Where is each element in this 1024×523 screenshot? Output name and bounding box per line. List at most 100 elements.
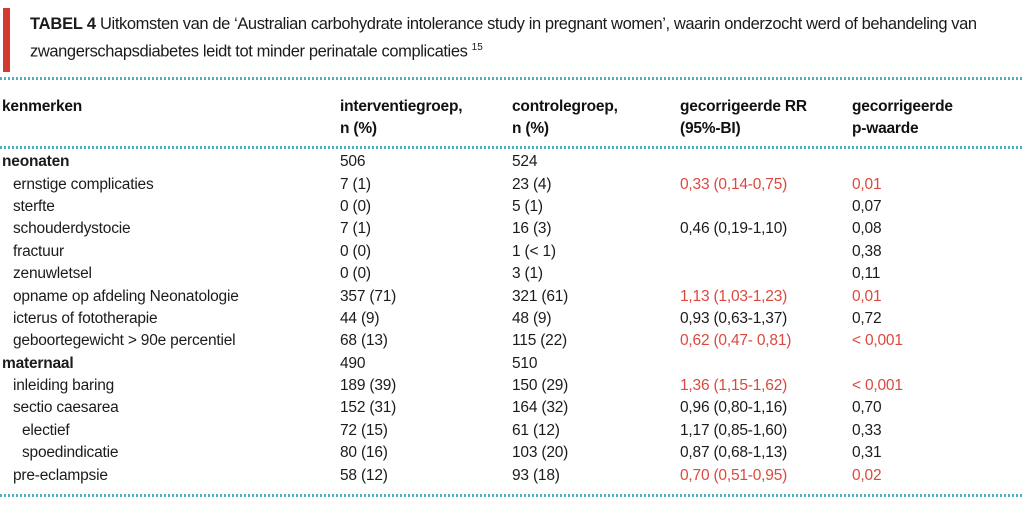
cell-controlegroep: 3 (1) [512, 265, 543, 283]
column-header-subtext: n (%) [512, 120, 549, 137]
accent-bar [3, 8, 10, 72]
row-label: neonaten [2, 153, 70, 171]
column-header-controlegroep: controlegroep, n (%) [512, 96, 680, 140]
cell-interventiegroep: 7 (1) [340, 175, 371, 193]
column-header-text: controlegroep, [512, 98, 618, 115]
cell-controlegroep: 1 (< 1) [512, 242, 556, 260]
table-row: spoedindicatie 80 (16) 103 (20) 0,87 (0,68-… [0, 442, 1024, 464]
row-label: fractuur [13, 242, 64, 260]
cell-interventiegroep: 80 (16) [340, 444, 388, 462]
cell-rr: 0,87 (0,68-1,13) [680, 444, 788, 462]
cell-interventiegroep: 58 (12) [340, 466, 388, 484]
table-number-label: TABEL 4 [30, 15, 96, 33]
row-label: pre-eclampsie [13, 466, 108, 484]
table-row: fractuur 0 (0) 1 (< 1) 0,38 [0, 241, 1024, 263]
caption-line-1: Uitkomsten van de ‘Australian carbohydra… [100, 15, 977, 33]
row-label: opname op afdeling Neonatologie [13, 287, 239, 305]
cell-p-waarde: 0,01 [852, 287, 882, 305]
reference-superscript: 15 [471, 42, 483, 53]
cell-p-waarde: 0,02 [852, 466, 882, 484]
table-row: icterus of fototherapie 44 (9) 48 (9) 0,93 … [0, 308, 1024, 330]
cell-controlegroep: 23 (4) [512, 175, 552, 193]
cell-interventiegroep: 0 (0) [340, 265, 371, 283]
column-header-rr: gecorrigeerde RR (95%-BI) [680, 96, 852, 140]
cell-rr: 0,93 (0,63-1,37) [680, 309, 788, 327]
row-label: ernstige complicaties [13, 175, 154, 193]
column-header-text: kenmerken [2, 98, 83, 115]
table-row: schouderdystocie 7 (1) 16 (3) 0,46 (0,19-1,… [0, 218, 1024, 240]
cell-rr: 0,33 (0,14-0,75) [680, 175, 788, 193]
dotted-divider-bottom [0, 494, 1024, 497]
dotted-divider-header [0, 146, 1024, 149]
cell-controlegroep: 5 (1) [512, 197, 543, 215]
cell-controlegroep: 115 (22) [512, 332, 567, 350]
table-body: neonaten 506 524 ernstige complicaties 7 (1)… [0, 151, 1024, 487]
cell-interventiegroep: 68 (13) [340, 332, 388, 350]
table-row: ernstige complicaties 7 (1) 23 (4) 0,33 (0,… [0, 173, 1024, 195]
cell-p-waarde: 0,07 [852, 197, 882, 215]
cell-p-waarde: 0,11 [852, 265, 881, 283]
cell-p-waarde: 0,31 [852, 444, 882, 462]
cell-p-waarde: 0,01 [852, 175, 882, 193]
column-header-interventiegroep: interventiegroep, n (%) [340, 96, 512, 140]
table-row: sectio caesarea 152 (31) 164 (32) 0,96 (0,8… [0, 397, 1024, 419]
cell-interventiegroep: 152 (31) [340, 399, 397, 417]
table-row: opname op afdeling Neonatologie 357 (71) 3… [0, 285, 1024, 307]
table-row: maternaal 490 510 [0, 353, 1024, 375]
row-label: electief [22, 421, 70, 439]
row-label: maternaal [2, 354, 74, 372]
row-label: schouderdystocie [13, 220, 131, 238]
column-header-subtext: p-waarde [852, 120, 919, 137]
cell-p-waarde: 0,08 [852, 220, 882, 238]
cell-rr: 1,17 (0,85-1,60) [680, 421, 788, 439]
cell-interventiegroep: 0 (0) [340, 197, 371, 215]
cell-controlegroep: 164 (32) [512, 399, 569, 417]
cell-controlegroep: 510 [512, 354, 538, 372]
cell-interventiegroep: 189 (39) [340, 377, 397, 395]
cell-controlegroep: 524 [512, 153, 538, 171]
table-caption: TABEL 4 Uitkomsten van de ‘Australian ca… [30, 13, 1014, 64]
cell-controlegroep: 48 (9) [512, 309, 552, 327]
column-header-p-waarde: gecorrigeerde p-waarde [852, 96, 1024, 140]
cell-interventiegroep: 357 (71) [340, 287, 397, 305]
table-row: sterfte 0 (0) 5 (1) 0,07 [0, 196, 1024, 218]
column-header-text: interventiegroep, [340, 98, 463, 115]
cell-rr: 1,36 (1,15-1,62) [680, 377, 788, 395]
row-label: zenuwletsel [13, 265, 92, 283]
column-header-text: gecorrigeerde [852, 98, 953, 115]
cell-interventiegroep: 72 (15) [340, 421, 388, 439]
cell-rr: 0,70 (0,51-0,95) [680, 466, 788, 484]
cell-controlegroep: 61 (12) [512, 421, 560, 439]
table-row: pre-eclampsie 58 (12) 93 (18) 0,70 (0,51-0,… [0, 464, 1024, 486]
row-label: icterus of fototherapie [13, 309, 158, 327]
table-row: electief 72 (15) 61 (12) 1,17 (0,85-1,60) 0,… [0, 420, 1024, 442]
cell-p-waarde: 0,38 [852, 242, 882, 260]
cell-interventiegroep: 0 (0) [340, 242, 371, 260]
cell-interventiegroep: 490 [340, 354, 366, 372]
cell-controlegroep: 103 (20) [512, 444, 569, 462]
row-label: geboortegewicht > 90e percentiel [13, 332, 236, 350]
cell-p-waarde: < 0,001 [852, 377, 903, 395]
cell-p-waarde: 0,72 [852, 309, 882, 327]
table-row: zenuwletsel 0 (0) 3 (1) 0,11 [0, 263, 1024, 285]
cell-rr: 0,96 (0,80-1,16) [680, 399, 788, 417]
cell-rr: 1,13 (1,03-1,23) [680, 287, 788, 305]
row-label: sectio caesarea [13, 399, 119, 417]
column-header-text: gecorrigeerde RR [680, 98, 807, 115]
cell-p-waarde: < 0,001 [852, 332, 903, 350]
cell-controlegroep: 321 (61) [512, 287, 569, 305]
cell-interventiegroep: 7 (1) [340, 220, 371, 238]
column-header-subtext: n (%) [340, 120, 377, 137]
caption-line-2: zwangerschapsdiabetes leidt tot minder p… [30, 42, 468, 61]
column-header-kenmerken: kenmerken [2, 96, 340, 140]
column-header-subtext: (95%-BI) [680, 120, 741, 137]
cell-rr: 0,46 (0,19-1,10) [680, 220, 788, 238]
table-row: geboortegewicht > 90e percentiel 68 (13) 1… [0, 330, 1024, 352]
row-label: sterfte [13, 197, 55, 215]
dotted-divider-top [0, 77, 1024, 80]
cell-controlegroep: 16 (3) [512, 220, 552, 238]
cell-interventiegroep: 506 [340, 153, 366, 171]
table-row: inleiding baring 189 (39) 150 (29) 1,36 (1,… [0, 375, 1024, 397]
row-label: spoedindicatie [22, 444, 119, 462]
